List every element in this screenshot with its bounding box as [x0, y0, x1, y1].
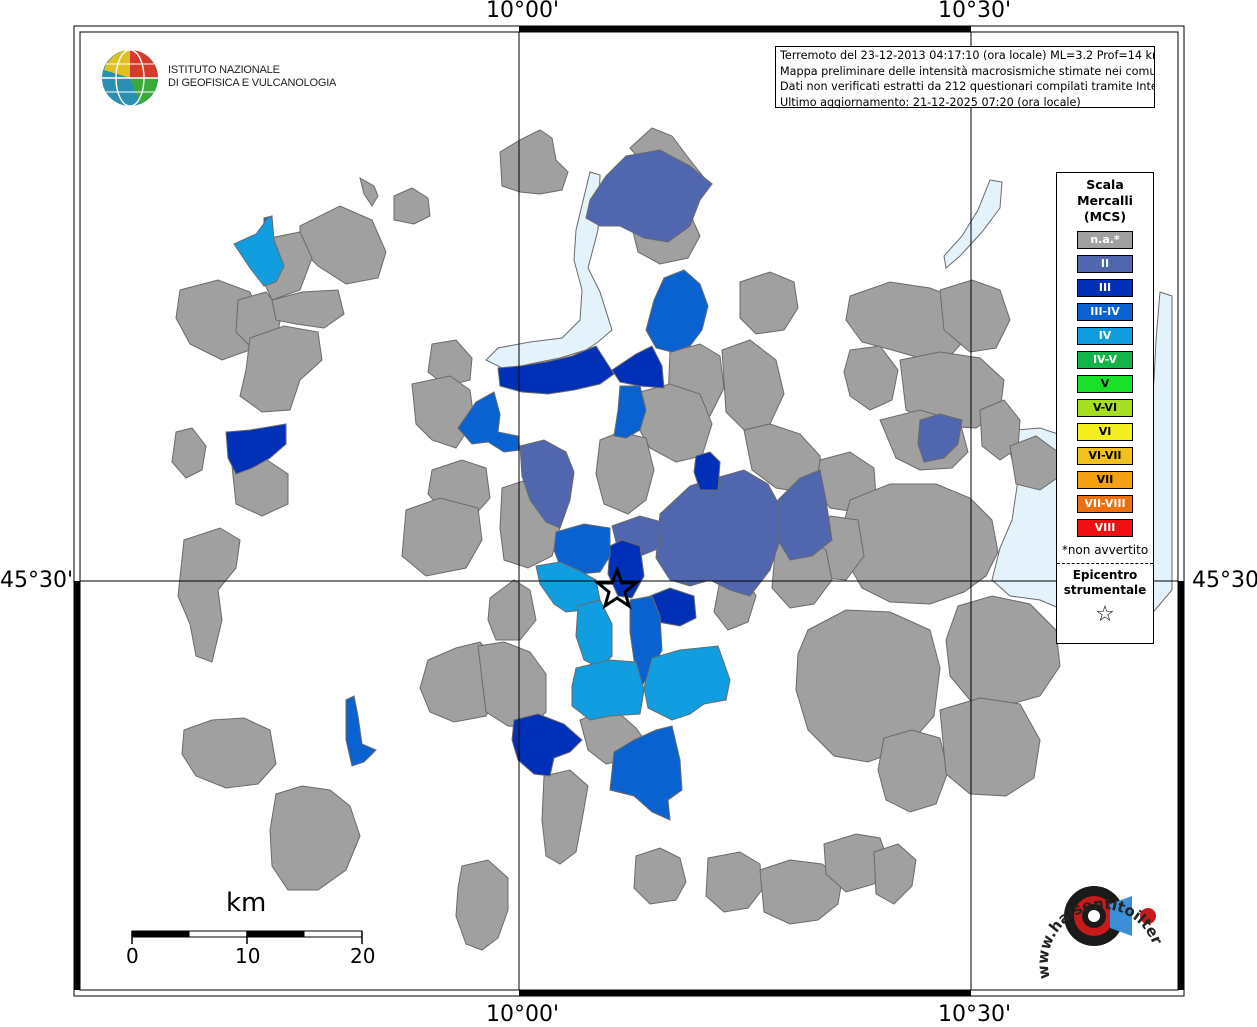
- legend-item-7: V-VI: [1077, 399, 1133, 417]
- epicenter-star: [593, 565, 641, 610]
- legend-note: *non avvertito: [1061, 543, 1149, 557]
- lon-label-bottom-10-30: 10°30': [938, 1002, 1012, 1027]
- legend-item-10: VII: [1077, 471, 1133, 489]
- legend-epicenter-label: Epicentro strumentale: [1057, 568, 1153, 598]
- scale-tick-10: 10: [235, 944, 261, 968]
- legend-title-line3: (MCS): [1083, 209, 1127, 224]
- institute-name: ISTITUTO NAZIONALE DI GEOFISICA E VULCAN…: [168, 64, 336, 90]
- lat-label-right: 45°30': [1192, 568, 1257, 593]
- legend-item-2: III: [1077, 279, 1133, 297]
- brand-arc-text: www.haisentitoilterremoto.it: [1028, 858, 1166, 980]
- legend-title-line2: Mercalli: [1077, 193, 1133, 208]
- mcs-legend: Scala Mercalli (MCS) n.a.* II III III-IV IV I…: [1056, 172, 1154, 644]
- institute-name-line2: DI GEOFISICA E VULCANOLOGIA: [168, 77, 337, 89]
- event-info-line4: Ultimo aggiornamento: 21-12-2025 07:20 (…: [780, 95, 1081, 108]
- legend-item-6: V: [1077, 375, 1133, 393]
- event-info-line2: Mappa preliminare delle intensità macros…: [780, 64, 1155, 78]
- scale-tick-0: 0: [126, 944, 139, 968]
- event-info-line1: Terremoto del 23-12-2013 04:17:10 (ora l…: [780, 49, 1155, 62]
- legend-item-3: III-IV: [1077, 303, 1133, 321]
- frame-bar-top: [519, 26, 971, 32]
- legend-epicenter-line2: strumentale: [1063, 583, 1147, 597]
- municipalities-ii: [519, 149, 963, 597]
- legend-title: Scala Mercalli (MCS): [1057, 177, 1153, 225]
- lat-label-left: 45°30': [0, 568, 74, 593]
- legend-item-0: n.a.*: [1077, 231, 1133, 249]
- brand-text-path: www.haisentitoilterremoto.it: [1028, 858, 1166, 980]
- lon-label-top-10-00: 10°00': [486, 0, 560, 23]
- event-info-line3: Dati non verificati estratti da 212 ques…: [780, 80, 1155, 93]
- scale-bar: [131, 930, 363, 944]
- legend-item-1: II: [1077, 255, 1133, 273]
- haisentito-logo-icon: [1064, 886, 1156, 946]
- legend-item-5: IV-V: [1077, 351, 1133, 369]
- legend-item-12: VIII: [1077, 519, 1133, 537]
- frame-bar-right: [1178, 581, 1184, 990]
- legend-item-8: VI: [1077, 423, 1133, 441]
- municipalities-iii: [225, 345, 721, 777]
- municipalities-iv: [233, 215, 731, 721]
- frame-bar-bottom: [519, 990, 971, 996]
- event-info-box: Terremoto del 23-12-2013 04:17:10 (ora l…: [775, 46, 1155, 108]
- haisentito-logo-text: www.haisentitoilterremoto.it: [1028, 858, 1166, 980]
- legend-item-9: VI-VII: [1077, 447, 1133, 465]
- legend-epicenter-line1: Epicentro: [1072, 568, 1138, 582]
- institute-name-line1: ISTITUTO NAZIONALE: [168, 64, 280, 76]
- frame-bar-left: [74, 581, 80, 990]
- legend-title-line1: Scala: [1086, 177, 1124, 192]
- ingv-logo-icon: [102, 49, 158, 107]
- legend-item-4: IV: [1077, 327, 1133, 345]
- lake-garda-west: [943, 179, 1003, 269]
- legend-item-11: VII-VIII: [1077, 495, 1133, 513]
- lon-label-bottom-10-00: 10°00': [486, 1002, 560, 1027]
- scale-tick-20: 20: [350, 944, 376, 968]
- legend-star-icon: ☆: [1095, 602, 1115, 627]
- scale-unit: km: [226, 888, 267, 918]
- legend-items: n.a.* II III III-IV IV IV-V V V-VI VI VI-VII VII VI…: [1057, 231, 1153, 537]
- legend-separator: [1057, 563, 1153, 564]
- lon-label-top-10-30: 10°30': [938, 0, 1012, 23]
